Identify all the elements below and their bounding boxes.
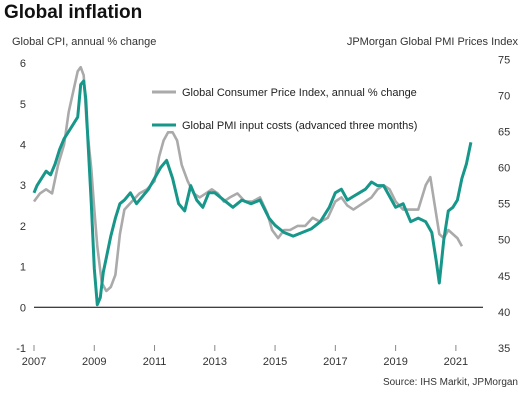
source-note: Source: IHS Markit, JPMorgan xyxy=(382,377,518,388)
y-left-tick-label: 6 xyxy=(20,58,26,70)
x-tick-label: 2019 xyxy=(383,356,407,368)
y-left-tick-label: 4 xyxy=(20,140,26,152)
legend-label: Global PMI input costs (advanced three m… xyxy=(182,120,417,132)
y-left-tick-label: 3 xyxy=(20,180,26,192)
y-left-tick-label: -1 xyxy=(16,343,26,355)
y-right-tick-label: 55 xyxy=(498,199,510,211)
y-right-tick-label: 40 xyxy=(498,307,510,319)
x-tick-label: 2021 xyxy=(444,356,468,368)
y-right-tick-label: 65 xyxy=(498,126,510,138)
y-right-tick-label: 70 xyxy=(498,90,510,102)
y-right-tick-label: 75 xyxy=(498,54,510,66)
y-right-tick-label: 50 xyxy=(498,235,510,247)
right-axis-label: JPMorgan Global PMI Prices Index xyxy=(346,36,518,48)
y-left-tick-label: 0 xyxy=(20,302,26,314)
x-tick-label: 2007 xyxy=(22,356,46,368)
left-axis-label: Global CPI, annual % change xyxy=(12,36,157,48)
x-tick-label: 2017 xyxy=(323,356,347,368)
y-left-tick-label: 1 xyxy=(20,262,26,274)
legend: Global Consumer Price Index, annual % ch… xyxy=(152,87,417,132)
y-right-tick-label: 60 xyxy=(498,163,510,175)
pmi-series-line xyxy=(32,79,473,307)
y-left-tick-label: 5 xyxy=(20,99,26,111)
y-right-tick-label: 35 xyxy=(498,343,510,355)
x-tick-label: 2013 xyxy=(203,356,227,368)
legend-label: Global Consumer Price Index, annual % ch… xyxy=(182,87,417,99)
y-left-tick-label: 2 xyxy=(20,221,26,233)
x-tick-label: 2011 xyxy=(143,356,167,368)
y-right-tick-label: 45 xyxy=(498,271,510,283)
x-tick-label: 2015 xyxy=(263,356,287,368)
chart-title: Global inflation xyxy=(4,2,143,23)
x-tick-label: 2009 xyxy=(82,356,106,368)
cpi-series-line xyxy=(32,65,464,293)
